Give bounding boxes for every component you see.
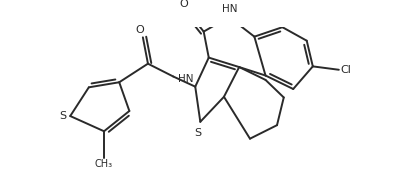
Text: CH₃: CH₃	[95, 159, 113, 169]
Text: O: O	[135, 25, 144, 35]
Text: O: O	[180, 0, 189, 9]
Text: S: S	[59, 111, 66, 121]
Text: HN: HN	[178, 74, 194, 84]
Text: Cl: Cl	[340, 65, 351, 75]
Text: HN: HN	[222, 4, 238, 14]
Text: S: S	[194, 128, 201, 138]
